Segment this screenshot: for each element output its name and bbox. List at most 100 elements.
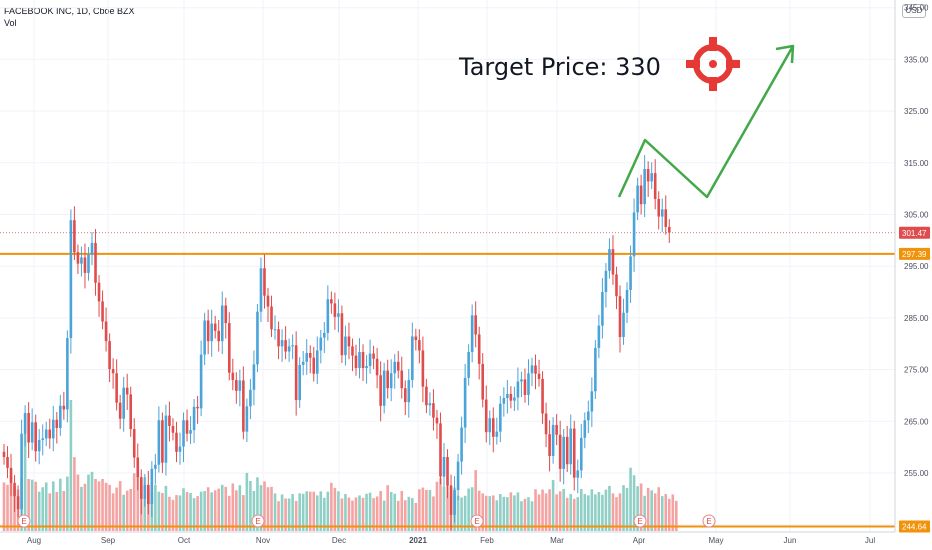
currency-selector[interactable]: USD bbox=[902, 4, 926, 18]
volume-bar bbox=[572, 498, 576, 531]
candle-body bbox=[235, 379, 238, 391]
candle-body bbox=[379, 375, 382, 406]
candle bbox=[192, 399, 196, 444]
candle bbox=[407, 369, 411, 418]
candle bbox=[499, 395, 502, 442]
time-tick-label: Dec bbox=[332, 536, 346, 545]
last_price-price-tag: 301.47 bbox=[899, 226, 930, 239]
candle bbox=[312, 346, 316, 382]
volume-bar bbox=[132, 473, 136, 531]
earnings-icon bbox=[633, 514, 647, 528]
volume-bar bbox=[456, 495, 460, 531]
candle-body bbox=[122, 387, 125, 419]
candle bbox=[565, 425, 569, 472]
candle-body bbox=[161, 420, 164, 463]
price-labels: 301.47 297.39 244.64 bbox=[899, 226, 930, 533]
time-tick-label: Sep bbox=[101, 536, 116, 545]
candle bbox=[509, 386, 513, 409]
candle bbox=[308, 345, 312, 374]
candle bbox=[425, 378, 428, 414]
candle bbox=[301, 350, 305, 376]
candle-body bbox=[220, 305, 224, 342]
volume-bar bbox=[386, 485, 389, 531]
time-tick-label: Jun bbox=[784, 536, 797, 545]
volume-bar bbox=[301, 493, 305, 531]
candle bbox=[30, 408, 34, 451]
candle-body bbox=[470, 315, 474, 353]
candle-body bbox=[298, 364, 301, 401]
price-tag-text: 301.47 bbox=[902, 229, 927, 238]
volume-bar bbox=[484, 495, 488, 531]
volume-bar bbox=[664, 494, 668, 531]
candle bbox=[333, 292, 337, 330]
candle-body bbox=[192, 406, 196, 431]
earnings-label: E bbox=[474, 517, 479, 526]
candle-body bbox=[326, 299, 330, 333]
candle-body bbox=[597, 325, 601, 348]
candle bbox=[182, 412, 185, 463]
candle bbox=[636, 177, 639, 221]
candle bbox=[101, 290, 104, 330]
time-tick-label: Jul bbox=[865, 536, 875, 545]
candle-body bbox=[13, 482, 16, 497]
candle bbox=[453, 476, 456, 523]
volume-bar bbox=[671, 494, 675, 531]
candle-body bbox=[256, 311, 259, 365]
candle bbox=[632, 198, 636, 272]
volume-bar bbox=[122, 494, 125, 531]
candle-body bbox=[622, 312, 625, 338]
candle bbox=[154, 453, 157, 485]
volume-bar bbox=[157, 491, 161, 531]
candle-body bbox=[544, 413, 548, 435]
candle-body bbox=[319, 337, 323, 351]
candle-body bbox=[643, 169, 646, 205]
time-tick-label: Mar bbox=[550, 536, 564, 545]
price-axis: 245.00255.00265.00275.00285.00295.00305.… bbox=[904, 4, 929, 530]
candle-body bbox=[315, 350, 319, 374]
candle-body bbox=[266, 295, 270, 307]
candle bbox=[59, 394, 62, 436]
candle-body bbox=[59, 405, 62, 429]
volume-bar bbox=[210, 492, 213, 531]
earnings-marker[interactable]: E bbox=[633, 514, 647, 528]
candle-body bbox=[400, 370, 404, 389]
candle bbox=[537, 359, 541, 387]
volume-bar bbox=[653, 493, 657, 531]
volume-bar bbox=[516, 492, 520, 531]
candle-body bbox=[199, 354, 203, 409]
volume-bar bbox=[657, 487, 661, 531]
price-tick-label: 275.00 bbox=[904, 366, 929, 375]
candle bbox=[432, 389, 435, 431]
volume-bar bbox=[333, 487, 337, 531]
volume-bar bbox=[495, 500, 499, 531]
candle bbox=[164, 404, 168, 476]
volume-bar bbox=[245, 472, 249, 531]
volume-bar bbox=[548, 489, 551, 531]
earnings-marker[interactable]: E bbox=[702, 514, 716, 528]
price-tag-text: 297.39 bbox=[902, 250, 927, 259]
volume-bar bbox=[34, 481, 37, 531]
candle bbox=[118, 394, 122, 430]
candle bbox=[66, 330, 69, 423]
volume-bar bbox=[579, 488, 583, 531]
candle bbox=[94, 228, 97, 296]
candle bbox=[48, 418, 52, 449]
candle-body bbox=[667, 226, 671, 233]
candle-body bbox=[94, 242, 97, 283]
volume-bar bbox=[615, 497, 618, 531]
volume-bar bbox=[129, 488, 133, 531]
candle bbox=[421, 336, 425, 403]
candle bbox=[242, 366, 245, 440]
candle-body bbox=[456, 461, 460, 491]
candle bbox=[604, 263, 608, 308]
volume-bar bbox=[256, 477, 259, 531]
earnings-marker[interactable]: E bbox=[17, 514, 31, 528]
candle-body bbox=[20, 433, 23, 510]
candle-body bbox=[125, 387, 129, 395]
candle bbox=[639, 174, 643, 215]
volume-bar bbox=[51, 481, 55, 531]
earnings-marker[interactable]: E bbox=[251, 514, 265, 528]
earnings-marker[interactable]: E bbox=[470, 514, 484, 528]
